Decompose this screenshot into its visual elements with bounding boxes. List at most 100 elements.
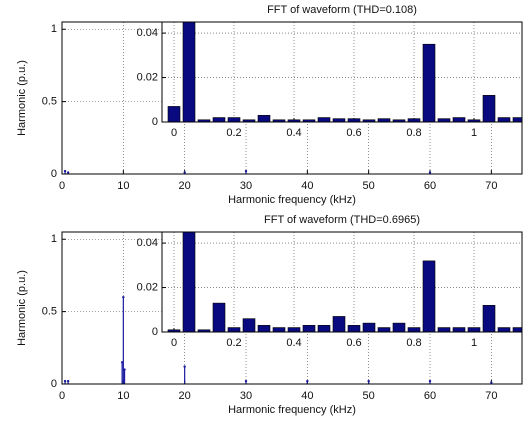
- bar: [212, 302, 226, 332]
- x-tick-label: 20: [179, 390, 191, 402]
- chart-title: FFT of waveform (THD=0.6965): [264, 214, 420, 226]
- x-tick-label: 20: [179, 180, 191, 192]
- bar: [242, 119, 256, 122]
- y-tick-label: 1: [51, 233, 57, 245]
- bar: [482, 305, 496, 332]
- bar: [392, 119, 406, 122]
- x-tick-label: 1: [471, 127, 477, 139]
- stem-marker: [244, 169, 248, 173]
- bar: [437, 327, 451, 332]
- stem: [183, 365, 186, 384]
- stem-marker: [63, 379, 67, 383]
- inset-frame: [161, 21, 523, 123]
- bar: [392, 322, 406, 332]
- x-tick-label: 30: [240, 390, 252, 402]
- bar: [317, 325, 331, 332]
- bars: [167, 232, 522, 332]
- stem-marker: [66, 379, 70, 383]
- y-tick-label: 0.5: [42, 306, 57, 318]
- stem-marker: [244, 379, 248, 383]
- bar: [482, 95, 496, 122]
- x-tick-label: 60: [424, 390, 436, 402]
- bar: [242, 318, 256, 332]
- stem-marker: [428, 379, 432, 383]
- bar: [302, 119, 316, 122]
- bar: [347, 325, 361, 332]
- stem-marker: [490, 381, 493, 384]
- y-axis-label: Harmonic (p.u.): [16, 270, 28, 346]
- stem: [123, 368, 126, 384]
- x-tick-label: 0.8: [406, 337, 421, 349]
- stem-marker: [367, 379, 370, 383]
- bar: [287, 119, 301, 122]
- bar: [302, 325, 316, 332]
- y-tick-label: 0: [152, 326, 158, 338]
- x-tick-label: 0: [171, 127, 177, 139]
- y-tick-label: 0: [51, 168, 57, 180]
- x-tick-label: 50: [363, 390, 375, 402]
- bar: [167, 106, 181, 122]
- bar: [452, 117, 466, 122]
- bar: [212, 117, 226, 122]
- x-tick-label: 0.8: [406, 127, 421, 139]
- stem-marker: [306, 379, 309, 383]
- x-tick-label: 0: [59, 390, 65, 402]
- x-tick-label: 0.4: [286, 127, 301, 139]
- y-tick-label: 0.5: [42, 96, 57, 108]
- inset-frame: [161, 231, 523, 333]
- x-axis-label: Harmonic frequency (kHz): [228, 404, 356, 416]
- stem-marker: [428, 171, 432, 174]
- x-tick-label: 0.2: [226, 337, 241, 349]
- bar: [452, 327, 466, 332]
- x-tick-label: 50: [363, 180, 375, 192]
- bar: [407, 327, 421, 332]
- bar: [422, 43, 436, 122]
- y-axis-label: Harmonic (p.u.): [16, 60, 28, 136]
- x-tick-label: 0.2: [226, 127, 241, 139]
- y-tick-label: 0.02: [137, 281, 158, 293]
- stem-marker: [183, 171, 186, 174]
- y-tick-label: 1: [51, 23, 57, 35]
- bar: [512, 327, 522, 332]
- stem-marker: [122, 295, 125, 299]
- x-tick-label: 70: [485, 390, 497, 402]
- inset-area: [162, 22, 522, 122]
- bar: [497, 327, 511, 332]
- x-tick-label: 30: [240, 180, 252, 192]
- bar: [332, 316, 346, 332]
- stem-marker: [120, 361, 124, 364]
- bar: [422, 260, 436, 332]
- x-axis-label: Harmonic frequency (kHz): [228, 194, 356, 206]
- stem: [120, 361, 124, 384]
- x-tick-label: 1: [471, 337, 477, 349]
- bar: [317, 117, 331, 122]
- x-tick-label: 70: [485, 180, 497, 192]
- bar: [362, 119, 376, 122]
- y-tick-label: 0.04: [137, 237, 158, 249]
- y-tick-label: 0: [152, 116, 158, 128]
- stem-marker: [63, 169, 67, 173]
- stem-marker: [66, 171, 70, 174]
- x-tick-label: 0: [59, 180, 65, 192]
- bar: [362, 322, 376, 332]
- stem-marker: [123, 368, 126, 371]
- bar: [257, 115, 271, 122]
- x-tick-label: 0.4: [286, 337, 301, 349]
- bar: [272, 119, 286, 122]
- bar: [467, 119, 481, 122]
- y-tick-label: 0: [51, 378, 57, 390]
- chart-title: FFT of waveform (THD=0.108): [267, 4, 417, 16]
- bar: [227, 327, 241, 332]
- x-tick-label: 40: [301, 390, 313, 402]
- bar: [377, 327, 391, 332]
- stem: [122, 295, 125, 384]
- bar: [287, 327, 301, 332]
- bar: [272, 327, 286, 332]
- stem-marker: [183, 365, 186, 368]
- x-tick-label: 10: [117, 180, 129, 192]
- bar: [197, 119, 211, 122]
- bar: [467, 327, 481, 332]
- bar: [257, 325, 271, 332]
